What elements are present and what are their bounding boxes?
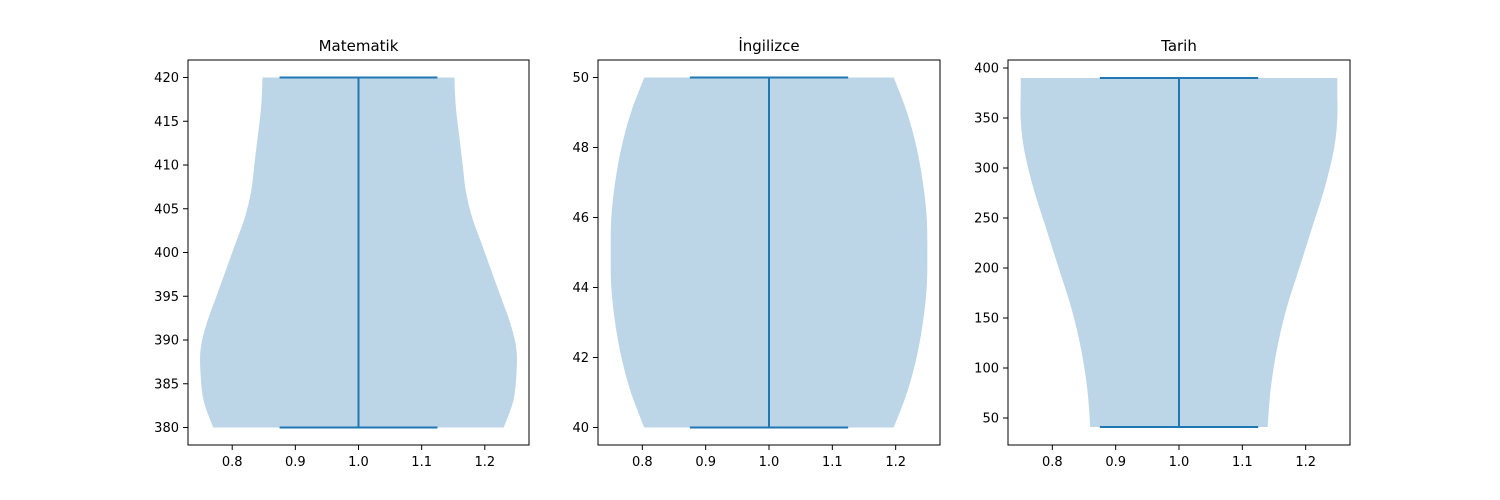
y-tick-label: 385 — [154, 377, 179, 392]
x-tick-label: 1.0 — [759, 455, 780, 470]
x-tick-label: 1.1 — [1232, 455, 1253, 470]
y-tick-label: 40 — [572, 421, 589, 436]
subplot-title: Matematik — [319, 37, 399, 55]
y-tick-label: 100 — [974, 362, 999, 377]
x-tick-label: 0.9 — [695, 455, 716, 470]
x-tick-label: 0.8 — [1042, 455, 1063, 470]
y-tick-label: 200 — [974, 262, 999, 277]
y-tick-label: 300 — [974, 162, 999, 177]
x-tick-label: 1.2 — [1295, 455, 1316, 470]
y-tick-label: 390 — [154, 334, 179, 349]
x-tick-label: 0.8 — [632, 455, 653, 470]
y-tick-label: 250 — [974, 212, 999, 227]
y-tick-label: 50 — [982, 412, 999, 427]
subplot-title: Tarih — [1160, 37, 1197, 55]
subplot-1: 0.8 0.9 1.0 1.1 1.2 380 385 390 395 400 405 410 415 4… — [154, 37, 530, 470]
x-tick-label: 1.0 — [348, 455, 369, 470]
x-tick-label: 1.0 — [1169, 455, 1190, 470]
y-tick-label: 350 — [974, 112, 999, 127]
y-tick-label: 48 — [572, 141, 589, 156]
x-tick-label: 0.9 — [1105, 455, 1126, 470]
y-tick-label: 405 — [154, 202, 179, 217]
x-tick-label: 1.1 — [822, 455, 843, 470]
x-tick-label: 1.2 — [885, 455, 906, 470]
y-tick-label: 410 — [154, 159, 179, 174]
y-tick-label: 380 — [154, 421, 179, 436]
y-tick-label: 42 — [572, 351, 589, 366]
x-tick-label: 0.9 — [285, 455, 306, 470]
x-tick-label: 1.2 — [474, 455, 495, 470]
subplot-3: 0.8 0.9 1.0 1.1 1.2 50 100 150 200 250 300 350 400 Ta… — [974, 37, 1351, 470]
y-tick-label: 420 — [154, 71, 179, 86]
y-tick-label: 150 — [974, 312, 999, 327]
y-tick-label: 400 — [154, 246, 179, 261]
subplot-2: 0.8 0.9 1.0 1.1 1.2 40 42 44 46 48 50 İngilizce — [572, 36, 941, 470]
y-tick-label: 50 — [572, 71, 589, 86]
y-tick-label: 395 — [154, 290, 179, 305]
y-tick-label: 44 — [572, 281, 589, 296]
subplots-container: 0.8 0.9 1.0 1.1 1.2 380 385 390 395 400 405 410 415 4… — [154, 36, 1351, 470]
x-tick-label: 1.1 — [411, 455, 432, 470]
subplot-title: İngilizce — [738, 36, 799, 55]
y-tick-label: 400 — [974, 62, 999, 77]
y-tick-label: 46 — [572, 211, 589, 226]
x-tick-label: 0.8 — [222, 455, 243, 470]
y-tick-label: 415 — [154, 115, 179, 130]
